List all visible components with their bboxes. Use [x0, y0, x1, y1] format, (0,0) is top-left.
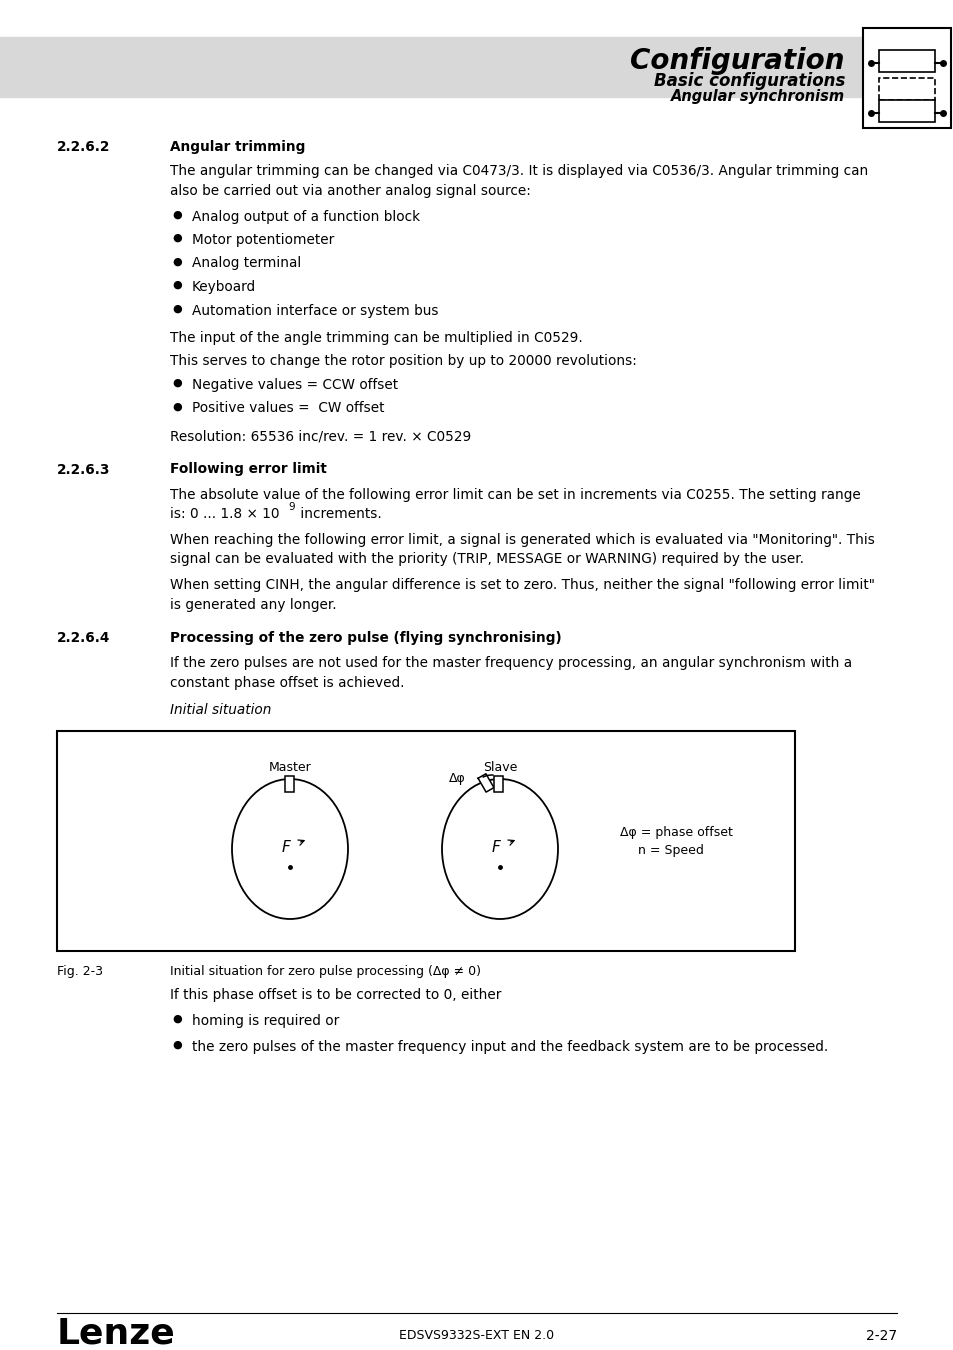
Text: F: F	[492, 840, 500, 855]
Text: ●: ●	[172, 401, 182, 412]
Text: ●: ●	[172, 304, 182, 313]
Text: ●: ●	[172, 378, 182, 387]
Text: Initial situation for zero pulse processing (Δφ ≠ 0): Initial situation for zero pulse process…	[170, 965, 480, 977]
Bar	[878, 50, 934, 72]
Text: Angular trimming: Angular trimming	[170, 140, 305, 154]
Text: EDSVS9332S-EXT EN 2.0: EDSVS9332S-EXT EN 2.0	[399, 1328, 554, 1342]
Polygon shape	[477, 774, 494, 792]
Text: Master: Master	[269, 761, 311, 774]
Text: 2.2.6.4: 2.2.6.4	[57, 630, 111, 645]
Text: 2-27: 2-27	[865, 1328, 896, 1343]
Text: Analog output of a function block: Analog output of a function block	[192, 209, 419, 224]
Text: F: F	[282, 840, 291, 855]
Text: Processing of the zero pulse (flying synchronising): Processing of the zero pulse (flying syn…	[170, 630, 561, 645]
Text: Basic configurations: Basic configurations	[653, 72, 844, 90]
Text: the zero pulses of the master frequency input and the feedback system are to be : the zero pulses of the master frequency …	[192, 1040, 827, 1053]
Text: Configuration: Configuration	[630, 47, 844, 76]
Bar	[878, 100, 934, 122]
Text: Lenze: Lenze	[57, 1318, 175, 1350]
Text: ●: ●	[172, 256, 182, 266]
Text: If this phase offset is to be corrected to 0, either: If this phase offset is to be corrected …	[170, 988, 501, 1003]
Text: ●: ●	[172, 1014, 182, 1025]
Text: Fig. 2-3: Fig. 2-3	[57, 965, 103, 977]
Text: also be carried out via another analog signal source:: also be carried out via another analog s…	[170, 184, 530, 198]
Text: The input of the angle trimming can be multiplied in C0529.: The input of the angle trimming can be m…	[170, 331, 582, 346]
Text: increments.: increments.	[295, 508, 381, 521]
Bar	[862, 28, 950, 128]
Text: Following error limit: Following error limit	[170, 463, 327, 477]
Text: Keyboard: Keyboard	[192, 279, 255, 294]
Text: Analog terminal: Analog terminal	[192, 256, 301, 270]
Ellipse shape	[232, 779, 348, 919]
Text: constant phase offset is achieved.: constant phase offset is achieved.	[170, 676, 404, 690]
Text: Angular synchronism: Angular synchronism	[670, 89, 844, 104]
Ellipse shape	[441, 779, 558, 919]
Text: Δφ: Δφ	[449, 772, 465, 784]
Text: This serves to change the rotor position by up to 20000 revolutions:: This serves to change the rotor position…	[170, 355, 637, 369]
Text: The absolute value of the following error limit can be set in increments via C02: The absolute value of the following erro…	[170, 487, 860, 502]
Text: ●: ●	[172, 279, 182, 290]
Text: Resolution: 65536 inc/rev. = 1 rev. × C0529: Resolution: 65536 inc/rev. = 1 rev. × C0…	[170, 429, 471, 443]
Text: ●: ●	[172, 1040, 182, 1049]
Text: When reaching the following error limit, a signal is generated which is evaluate: When reaching the following error limit,…	[170, 533, 874, 547]
Bar	[878, 78, 934, 100]
Text: 9: 9	[288, 502, 294, 513]
Text: When setting CINH, the angular difference is set to zero. Thus, neither the sign: When setting CINH, the angular differenc…	[170, 578, 874, 593]
Text: n = Speed: n = Speed	[638, 844, 703, 857]
Text: ●: ●	[172, 209, 182, 220]
Text: Initial situation: Initial situation	[170, 703, 271, 717]
Text: If the zero pulses are not used for the master frequency processing, an angular : If the zero pulses are not used for the …	[170, 656, 851, 671]
Text: is generated any longer.: is generated any longer.	[170, 598, 336, 612]
Text: Positive values =  CW offset: Positive values = CW offset	[192, 401, 384, 416]
Text: signal can be evaluated with the priority (TRIP, MESSAGE or WARNING) required by: signal can be evaluated with the priorit…	[170, 552, 803, 567]
Text: Negative values = CCW offset: Negative values = CCW offset	[192, 378, 397, 392]
Text: The angular trimming can be changed via C0473/3. It is displayed via C0536/3. An: The angular trimming can be changed via …	[170, 165, 867, 178]
Bar	[494, 776, 503, 792]
Text: Automation interface or system bus: Automation interface or system bus	[192, 304, 438, 317]
Text: Motor potentiometer: Motor potentiometer	[192, 234, 334, 247]
Bar	[57, 730, 794, 950]
Text: 2.2.6.2: 2.2.6.2	[57, 140, 111, 154]
Text: homing is required or: homing is required or	[192, 1014, 339, 1027]
Text: Δφ = phase offset: Δφ = phase offset	[619, 826, 732, 838]
Text: 2.2.6.3: 2.2.6.3	[57, 463, 111, 477]
Text: ●: ●	[172, 234, 182, 243]
Text: Slave: Slave	[482, 761, 517, 774]
Bar	[285, 776, 294, 792]
Text: is: 0 ... 1.8 × 10: is: 0 ... 1.8 × 10	[170, 508, 279, 521]
Bar	[0, 36, 862, 97]
